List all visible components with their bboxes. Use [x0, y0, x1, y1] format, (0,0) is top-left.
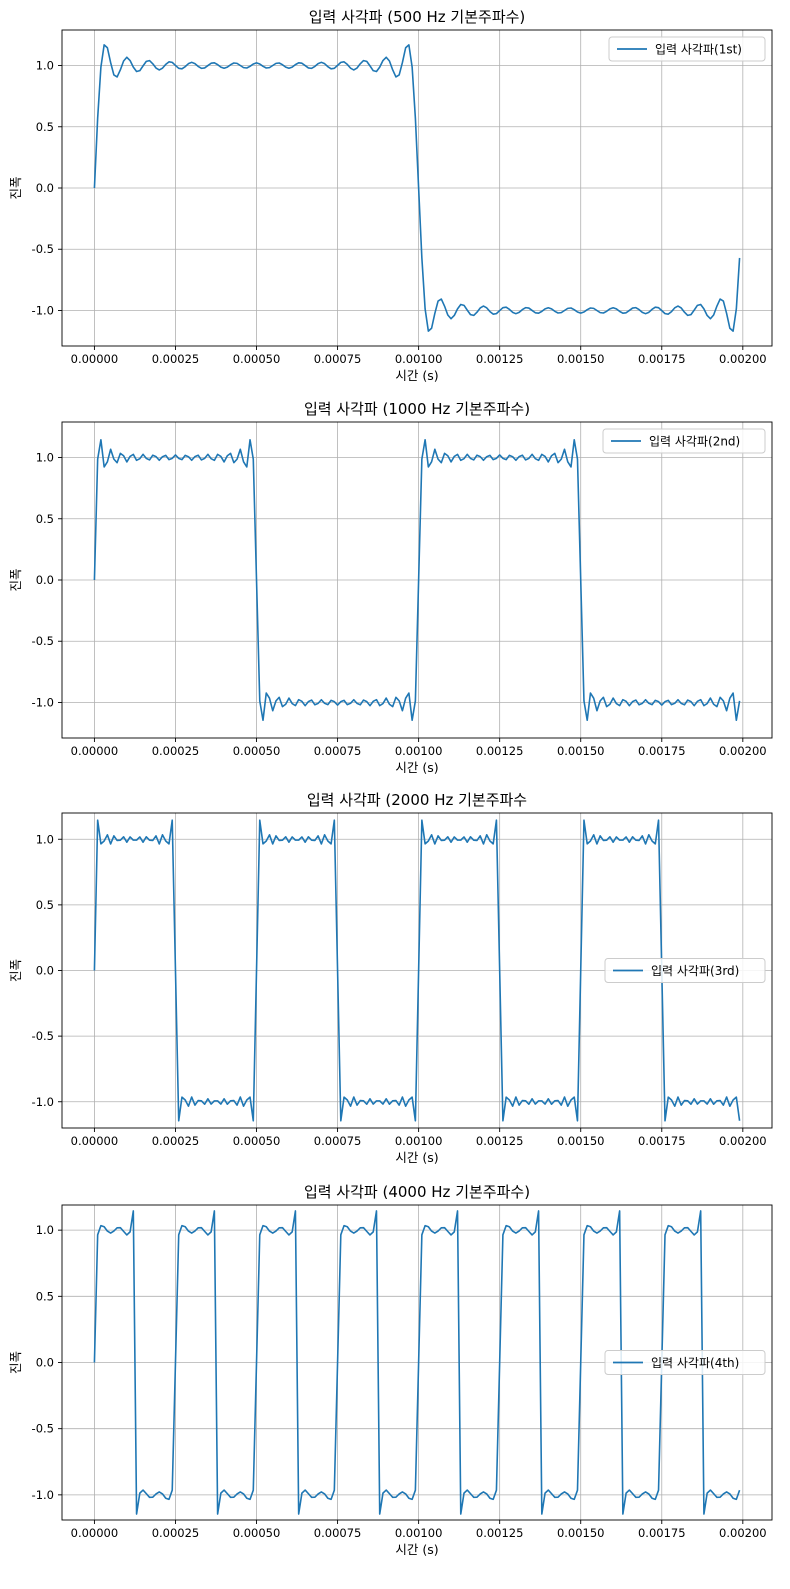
- x-tick-label: 0.00125: [476, 1526, 524, 1540]
- x-tick-label: 0.00175: [638, 1134, 686, 1148]
- chart-panel-3: 0.00000 0.00025 0.00050 0.00075 0.00100 0.001…: [8, 791, 773, 1165]
- legend-label: 입력 사각파(2nd): [649, 435, 740, 449]
- x-axis-label: 시간 (s): [395, 1542, 438, 1557]
- x-tick-label: 0.00125: [476, 352, 524, 366]
- y-tick-label: 0.5: [36, 120, 54, 134]
- y-tick-label: 0.5: [36, 1289, 54, 1303]
- legend-box: [602, 428, 766, 454]
- x-tick-label: 0.00100: [395, 1134, 443, 1148]
- x-tick-label: 0.00150: [557, 1526, 605, 1540]
- x-tick-label: 0.00000: [71, 352, 119, 366]
- x-tick-label: 0.00100: [395, 352, 443, 366]
- legend-label: 입력 사각파(4th): [651, 1356, 739, 1370]
- series-line: [93, 438, 741, 722]
- legend: 입력 사각파(1st): [608, 36, 766, 62]
- legend-box: [608, 36, 766, 62]
- y-tick-label: 1.0: [36, 832, 54, 846]
- y-tick-label: 1.0: [36, 59, 54, 73]
- y-tick-label: -0.5: [32, 1029, 54, 1043]
- y-tick-label: 0.0: [36, 573, 54, 587]
- y-tick-label: 0.5: [36, 898, 54, 912]
- x-tick-label: 0.00025: [152, 1134, 200, 1148]
- x-tick-label: 0.00050: [233, 352, 281, 366]
- x-tick-label: 0.00000: [71, 744, 119, 758]
- x-tick-label: 0.00050: [233, 1526, 281, 1540]
- legend: 입력 사각파(4th): [604, 1350, 766, 1375]
- x-tick-label: 0.00000: [71, 1134, 119, 1148]
- x-tick-label: 0.00050: [233, 744, 281, 758]
- legend-box: [604, 958, 766, 983]
- y-tick-label: 1.0: [36, 451, 54, 465]
- chart-panel-1: 0.00000 0.00025 0.00050 0.00075 0.00100 0.001…: [8, 8, 773, 383]
- x-axis-label: 시간 (s): [395, 1150, 438, 1165]
- chart-panel-4: 0.00000 0.00025 0.00050 0.00075 0.00100 0.001…: [8, 1183, 773, 1557]
- legend-label: 입력 사각파(1st): [655, 43, 742, 57]
- legend: 입력 사각파(2nd): [602, 428, 766, 454]
- y-tick-label: 0.5: [36, 512, 54, 526]
- y-tick-label: -1.0: [32, 695, 54, 709]
- y-tick-label: -0.5: [32, 1422, 54, 1436]
- y-tick-label: 0.0: [36, 1356, 54, 1370]
- y-tick-label: -0.5: [32, 634, 54, 648]
- chart-title: 입력 사각파 (4000 Hz 기본주파수): [304, 1183, 530, 1201]
- chart-panel-2: 0.00000 0.00025 0.00050 0.00075 0.00100 0.001…: [8, 400, 773, 775]
- x-tick-label: 0.00075: [314, 352, 362, 366]
- x-tick-label: 0.00050: [233, 1134, 281, 1148]
- x-tick-label: 0.00025: [152, 352, 200, 366]
- x-tick-label: 0.00175: [638, 1526, 686, 1540]
- x-tick-label: 0.00075: [314, 744, 362, 758]
- x-tick-label: 0.00025: [152, 1526, 200, 1540]
- x-tick-label: 0.00200: [719, 1134, 767, 1148]
- x-tick-label: 0.00025: [152, 744, 200, 758]
- x-tick-label: 0.00200: [719, 352, 767, 366]
- legend-label: 입력 사각파(3rd): [651, 964, 739, 978]
- x-tick-label: 0.00000: [71, 1526, 119, 1540]
- x-tick-label: 0.00100: [395, 744, 443, 758]
- y-tick-label: 1.0: [36, 1223, 54, 1237]
- y-axis-label: 진폭: [8, 568, 23, 591]
- legend: 입력 사각파(3rd): [604, 958, 766, 983]
- x-tick-label: 0.00150: [557, 744, 605, 758]
- y-tick-label: -1.0: [32, 1095, 54, 1109]
- x-tick-label: 0.00125: [476, 744, 524, 758]
- series-line: [93, 819, 741, 1122]
- chart-title: 입력 사각파 (2000 Hz 기본주파수: [307, 791, 527, 809]
- y-axis-label: 진폭: [8, 1351, 23, 1374]
- x-tick-label: 0.00075: [314, 1526, 362, 1540]
- y-tick-label: -0.5: [32, 242, 54, 256]
- series-line: [93, 1210, 741, 1515]
- x-tick-label: 0.00125: [476, 1134, 524, 1148]
- y-tick-label: -1.0: [32, 1488, 54, 1502]
- x-tick-label: 0.00150: [557, 352, 605, 366]
- series-line: [93, 44, 741, 332]
- chart-title: 입력 사각파 (500 Hz 기본주파수): [309, 8, 526, 26]
- x-tick-label: 0.00150: [557, 1134, 605, 1148]
- chart-title: 입력 사각파 (1000 Hz 기본주파수): [304, 400, 530, 418]
- x-tick-label: 0.00200: [719, 744, 767, 758]
- x-tick-label: 0.00175: [638, 352, 686, 366]
- x-tick-label: 0.00075: [314, 1134, 362, 1148]
- x-tick-label: 0.00100: [395, 1526, 443, 1540]
- x-tick-label: 0.00175: [638, 744, 686, 758]
- y-tick-label: -1.0: [32, 303, 54, 317]
- x-axis-label: 시간 (s): [395, 368, 438, 383]
- y-tick-label: 0.0: [36, 964, 54, 978]
- x-tick-label: 0.00200: [719, 1526, 767, 1540]
- legend-box: [604, 1350, 766, 1375]
- x-axis-label: 시간 (s): [395, 760, 438, 775]
- y-axis-label: 진폭: [8, 959, 23, 982]
- y-axis-label: 진폭: [8, 176, 23, 199]
- y-tick-label: 0.0: [36, 181, 54, 195]
